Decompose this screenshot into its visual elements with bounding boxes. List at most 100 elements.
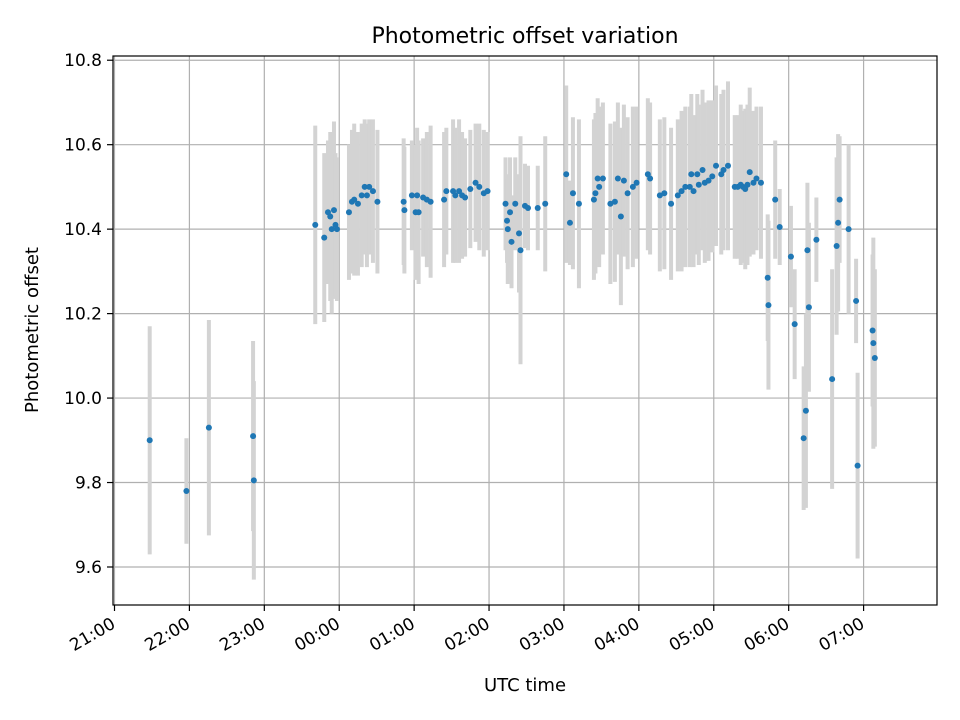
data-point xyxy=(590,196,597,203)
data-point xyxy=(699,167,706,174)
data-point xyxy=(484,188,491,195)
data-point xyxy=(686,183,693,190)
y-tick-label: 10.4 xyxy=(64,220,102,240)
data-point xyxy=(854,462,861,469)
data-point xyxy=(624,190,631,197)
data-point xyxy=(829,376,836,383)
data-point xyxy=(678,188,685,195)
y-tick-label: 10.2 xyxy=(64,305,102,325)
data-point xyxy=(415,209,422,216)
error-bars xyxy=(147,81,877,580)
data-point xyxy=(744,181,751,188)
data-point xyxy=(472,179,479,186)
x-axis-label: UTC time xyxy=(484,675,566,696)
x-axis-ticks: 21:00 22:00 23:00 00:00 01:00 02:00 03:00 04:00… xyxy=(67,605,868,656)
data-point xyxy=(183,487,190,494)
x-tick-label: 02:00 xyxy=(441,614,493,656)
data-point xyxy=(776,224,783,231)
data-point xyxy=(250,433,257,440)
data-point xyxy=(765,302,772,309)
data-point xyxy=(502,200,509,207)
data-point xyxy=(512,200,519,207)
data-point xyxy=(146,437,153,444)
data-point xyxy=(443,188,450,195)
x-tick-label: 06:00 xyxy=(741,614,793,656)
data-point xyxy=(205,424,212,431)
y-axis-ticks: 9.6 9.8 10.0 10.2 10.4 10.6 10.8 xyxy=(64,51,113,578)
data-point xyxy=(833,243,840,250)
data-point xyxy=(804,247,811,254)
data-point xyxy=(504,226,511,233)
data-point xyxy=(805,304,812,311)
y-tick-label: 10.8 xyxy=(64,51,102,71)
data-point xyxy=(617,213,624,220)
data-point xyxy=(441,196,448,203)
data-point xyxy=(620,177,627,184)
data-point xyxy=(321,234,328,241)
data-point xyxy=(575,200,582,207)
x-tick-label: 22:00 xyxy=(141,614,193,656)
data-point xyxy=(757,179,764,186)
data-point xyxy=(800,435,807,442)
data-point xyxy=(427,198,434,205)
data-point xyxy=(813,236,820,243)
data-point xyxy=(374,198,381,205)
data-point xyxy=(328,226,335,233)
data-point xyxy=(345,209,352,216)
data-point xyxy=(250,477,257,484)
y-tick-label: 9.6 xyxy=(75,558,102,578)
data-point xyxy=(791,321,798,328)
data-point xyxy=(787,253,794,260)
data-point xyxy=(462,194,469,201)
data-point xyxy=(517,247,524,254)
data-point xyxy=(746,169,753,176)
data-point xyxy=(592,190,599,197)
data-point xyxy=(369,188,376,195)
plot-frame xyxy=(112,55,938,606)
data-point xyxy=(709,173,716,180)
data-point xyxy=(476,183,483,190)
data-point xyxy=(467,186,474,193)
x-tick-label: 07:00 xyxy=(816,614,868,656)
data-point xyxy=(542,200,549,207)
data-point xyxy=(596,183,603,190)
y-tick-label: 10.0 xyxy=(64,389,102,409)
x-tick-label: 03:00 xyxy=(516,614,568,656)
data-point xyxy=(614,175,621,182)
data-point xyxy=(690,188,697,195)
x-tick-label: 23:00 xyxy=(216,614,268,656)
data-point xyxy=(836,196,843,203)
data-point xyxy=(361,183,368,190)
data-point xyxy=(647,175,654,182)
data-points xyxy=(146,162,878,494)
x-tick-label: 21:00 xyxy=(67,614,119,656)
data-point xyxy=(629,183,636,190)
data-point xyxy=(845,226,852,233)
data-point xyxy=(366,183,373,190)
y-axis-label: Photometric offset xyxy=(22,247,43,413)
data-point xyxy=(594,175,601,182)
data-point xyxy=(363,192,370,199)
data-point xyxy=(720,167,727,174)
data-point xyxy=(456,188,463,195)
data-point xyxy=(668,200,675,207)
data-point xyxy=(358,192,365,199)
data-point xyxy=(327,213,334,220)
data-point xyxy=(607,200,614,207)
data-point xyxy=(750,179,757,186)
y-tick-label: 9.8 xyxy=(75,474,102,494)
data-point xyxy=(516,230,523,237)
data-point xyxy=(569,190,576,197)
data-point xyxy=(656,192,663,199)
data-point xyxy=(764,274,771,281)
data-point xyxy=(333,226,340,233)
data-point xyxy=(870,340,877,347)
data-point xyxy=(725,162,732,169)
data-point xyxy=(354,200,361,207)
data-point xyxy=(400,198,407,205)
data-point xyxy=(524,205,531,212)
data-point xyxy=(611,198,618,205)
grid-lines xyxy=(113,56,937,605)
y-tick-label: 10.6 xyxy=(64,136,102,156)
